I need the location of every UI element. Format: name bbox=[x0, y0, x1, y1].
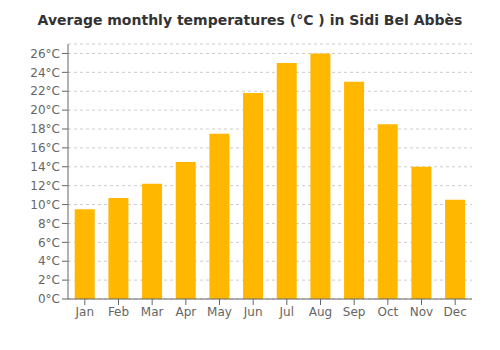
svg-text:18°C: 18°C bbox=[30, 122, 60, 136]
svg-text:2°C: 2°C bbox=[38, 273, 60, 287]
svg-text:0°C: 0°C bbox=[38, 292, 60, 306]
html-text:Average monthly temperatures (: Average monthly temperatures (°C ) in Si… bbox=[37, 12, 463, 28]
svg-text:Sep: Sep bbox=[343, 305, 366, 319]
svg-text:22°C: 22°C bbox=[30, 84, 60, 98]
svg-text:26°C: 26°C bbox=[30, 47, 60, 61]
svg-text:12°C: 12°C bbox=[30, 179, 60, 193]
svg-text:20°C: 20°C bbox=[30, 103, 60, 117]
svg-text:Apr: Apr bbox=[175, 305, 196, 319]
svg-text:Jul: Jul bbox=[279, 305, 294, 319]
svg-text:Nov: Nov bbox=[410, 305, 433, 319]
svg-text:Oct: Oct bbox=[377, 305, 398, 319]
svg-text:Dec: Dec bbox=[444, 305, 467, 319]
svg-text:Feb: Feb bbox=[108, 305, 129, 319]
svg-text:Jun: Jun bbox=[243, 305, 263, 319]
svg-text:8°C: 8°C bbox=[38, 217, 60, 231]
svg-text:16°C: 16°C bbox=[30, 141, 60, 155]
svg-text:10°C: 10°C bbox=[30, 198, 60, 212]
svg-text:Mar: Mar bbox=[141, 305, 164, 319]
svg-text:Aug: Aug bbox=[309, 305, 332, 319]
svg-text:4°C: 4°C bbox=[38, 254, 60, 268]
svg-text:May: May bbox=[207, 305, 232, 319]
svg-text:24°C: 24°C bbox=[30, 66, 60, 80]
svg-text:Jan: Jan bbox=[75, 305, 95, 319]
svg-text:6°C: 6°C bbox=[38, 236, 60, 250]
svg-text:14°C: 14°C bbox=[30, 160, 60, 174]
